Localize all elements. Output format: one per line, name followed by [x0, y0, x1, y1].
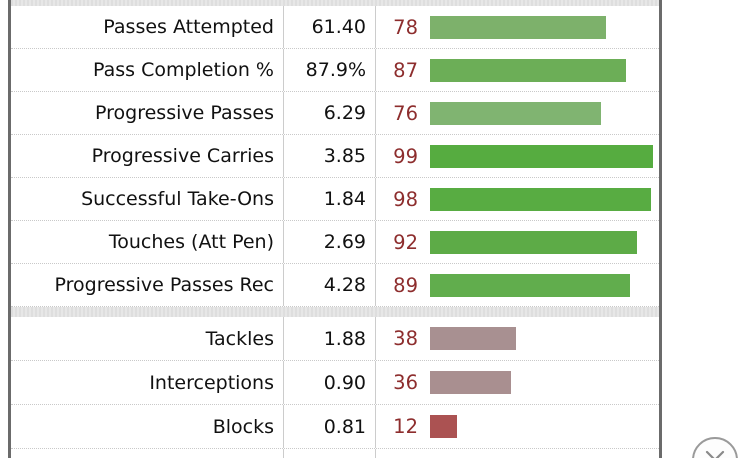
stat-label: Passes Attempted	[11, 6, 284, 48]
percentile-value: 92	[393, 230, 418, 254]
percentile-cell: 87	[376, 49, 659, 91]
percentile-value: 76	[393, 101, 418, 125]
percentile-cell: 78	[376, 6, 659, 48]
stat-per90: 61.40	[284, 6, 376, 48]
percentile-cell: 38	[376, 317, 659, 360]
percentile-cell: 98	[376, 178, 659, 220]
percentile-bar	[430, 144, 653, 168]
percentile-cell: 92	[376, 221, 659, 263]
section-divider	[11, 307, 659, 317]
percentile-value: 38	[393, 327, 418, 350]
stat-row: Passes Attempted 61.40 78	[11, 6, 659, 49]
stat-label: Progressive Passes Rec	[11, 264, 284, 306]
percentile-value: 98	[393, 187, 418, 211]
stat-label: Progressive Passes	[11, 92, 284, 134]
stat-label: Pass Completion %	[11, 49, 284, 91]
stat-row: Tackles 1.88 38	[11, 317, 659, 361]
close-button[interactable]	[692, 437, 738, 458]
percentile-bar	[430, 273, 631, 297]
percentile-cell: 12	[376, 405, 659, 448]
stat-label: Tackles	[11, 317, 284, 360]
stat-per90: 0.90	[284, 361, 376, 404]
stat-per90: 4.28	[284, 264, 376, 306]
percentile-cell: 89	[376, 264, 659, 306]
stat-label: Progressive Carries	[11, 135, 284, 177]
section-defense: Tackles 1.88 38 Interceptions 0.90 36 Bl…	[11, 317, 659, 449]
stat-label: Interceptions	[11, 361, 284, 404]
section-divider-top	[11, 0, 659, 6]
stat-label: Successful Take-Ons	[11, 178, 284, 220]
percentile-bar	[430, 15, 606, 39]
percentile-value: 87	[393, 58, 418, 82]
stat-per90	[284, 449, 376, 458]
stat-row: Touches (Att Pen) 2.69 92	[11, 221, 659, 264]
percentile-bar	[430, 230, 637, 254]
stat-per90: 3.85	[284, 135, 376, 177]
close-icon	[694, 439, 736, 458]
percentile-cell: 36	[376, 361, 659, 404]
percentile-cell	[376, 449, 659, 458]
stat-label	[11, 449, 284, 458]
percentile-bar	[430, 187, 651, 211]
stats-table: Passes Attempted 61.40 78 Pass Completio…	[8, 0, 662, 458]
percentile-cell: 99	[376, 135, 659, 177]
stat-row: Blocks 0.81 12	[11, 405, 659, 449]
stat-per90: 0.81	[284, 405, 376, 448]
percentile-bar	[430, 371, 511, 394]
stat-row: Pass Completion % 87.9% 87	[11, 49, 659, 92]
percentile-value: 12	[393, 415, 418, 438]
percentile-bar	[430, 327, 516, 350]
stat-row: Progressive Passes 6.29 76	[11, 92, 659, 135]
stat-per90: 87.9%	[284, 49, 376, 91]
stat-row: Successful Take-Ons 1.84 98	[11, 178, 659, 221]
percentile-bar	[430, 101, 601, 125]
percentile-bar	[430, 58, 626, 82]
stat-per90: 2.69	[284, 221, 376, 263]
percentile-value: 89	[393, 273, 418, 297]
stat-row: Progressive Carries 3.85 99	[11, 135, 659, 178]
stat-per90: 1.88	[284, 317, 376, 360]
percentile-bar	[430, 415, 457, 438]
partial-next-row	[11, 449, 659, 458]
stat-label: Touches (Att Pen)	[11, 221, 284, 263]
stat-per90: 1.84	[284, 178, 376, 220]
section-possession-passing: Passes Attempted 61.40 78 Pass Completio…	[11, 6, 659, 307]
percentile-value: 99	[393, 144, 418, 168]
percentile-value: 78	[393, 15, 418, 39]
percentile-value: 36	[393, 371, 418, 394]
percentile-cell: 76	[376, 92, 659, 134]
stat-per90: 6.29	[284, 92, 376, 134]
stat-label: Blocks	[11, 405, 284, 448]
stat-row: Interceptions 0.90 36	[11, 361, 659, 405]
stat-row: Progressive Passes Rec 4.28 89	[11, 264, 659, 307]
